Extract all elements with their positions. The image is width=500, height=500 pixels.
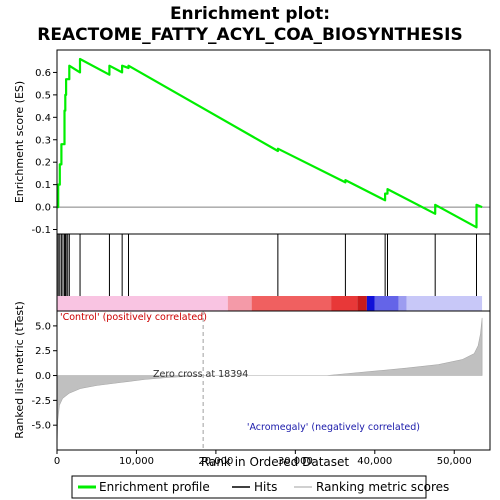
metric-y-tick-label: -5.0 — [31, 421, 51, 432]
heatmap-segment — [227, 296, 252, 311]
heatmap-segment — [57, 296, 228, 311]
zero-cross-label: Zero cross at 18394 — [153, 369, 248, 380]
es-y-tick-label: 0.0 — [35, 203, 51, 214]
heatmap-segment — [374, 296, 399, 311]
es-y-tick-label: 0.2 — [35, 158, 51, 169]
es-y-tick-label: 0.6 — [35, 68, 51, 79]
title-line1: Enrichment plot: — [170, 4, 330, 24]
es-y-tick-label: 0.4 — [35, 113, 51, 124]
x-tick-label: 20,000 — [198, 456, 233, 467]
metric-y-tick-label: 5.0 — [35, 321, 51, 332]
heatmap-segment — [398, 296, 407, 311]
positive-label: 'Control' (positively correlated) — [60, 312, 207, 323]
hits-area — [57, 234, 490, 296]
negative-label: 'Acromegaly' (negatively correlated) — [247, 422, 420, 433]
heatmap-segment — [251, 296, 332, 311]
heatmap-segment — [331, 296, 358, 311]
metric-frame — [56, 310, 491, 451]
es-y-tick-label: 0.5 — [35, 90, 51, 101]
heatmap-segment — [406, 296, 483, 311]
es-y-tick-label: 0.3 — [35, 135, 51, 146]
es-panel: -0.1 0.0 0.1 0.2 0.3 0.4 0.5 0.6 — [31, 49, 491, 236]
heatmap-segment — [366, 296, 375, 311]
metric-y-tick-label: 0.0 — [35, 371, 51, 382]
x-axis-label: Rank in Ordered Dataset — [201, 455, 349, 469]
legend-enrichment-label: Enrichment profile — [99, 480, 210, 494]
metric-panel: -5.0 -2.5 0.0 2.5 5.0 0 10,000 20,000 30,000 40,0… — [31, 310, 491, 467]
x-tick-label: 10,000 — [119, 456, 154, 467]
heatmap-segment — [357, 296, 367, 311]
legend: Enrichment profile Hits Ranking metric s… — [71, 475, 449, 499]
enrichment-profile-line — [57, 57, 483, 229]
metric-y-tick-label: 2.5 — [35, 346, 51, 357]
x-tick-label: 30,000 — [278, 456, 313, 467]
hits-panel — [56, 233, 491, 312]
es-y-tick-label: 0.1 — [35, 180, 51, 191]
metric-y-axis-label: Ranked list metric (tTest) — [13, 301, 26, 438]
es-plot-area — [57, 50, 490, 234]
x-tick-label: 50,000 — [437, 456, 472, 467]
title-line2: REACTOME_FATTY_ACYL_COA_BIOSYNTHESIS — [37, 25, 462, 45]
legend-hits-label: Hits — [254, 480, 277, 494]
x-tick-label: 40,000 — [357, 456, 392, 467]
es-y-axis-label: Enrichment score (ES) — [13, 81, 26, 203]
legend-metric-label: Ranking metric scores — [316, 480, 449, 494]
metric-y-tick-label: -2.5 — [31, 396, 51, 407]
x-tick-label: 0 — [54, 456, 60, 467]
es-y-tick-label: -0.1 — [31, 225, 51, 236]
